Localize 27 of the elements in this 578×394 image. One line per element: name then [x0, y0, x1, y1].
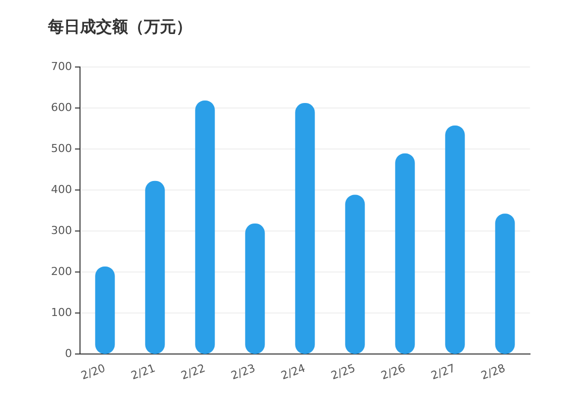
- chart-title: 每日成交额（万元）: [47, 16, 192, 36]
- y-tick-label: 400: [50, 183, 72, 196]
- y-tick-label: 300: [50, 224, 72, 238]
- x-tick-label: 2/20: [79, 362, 108, 382]
- y-tick-label: 500: [50, 142, 72, 156]
- bar: [395, 153, 415, 354]
- y-tick-label: 600: [50, 101, 72, 114]
- bar: [445, 125, 465, 354]
- bar: [195, 100, 215, 354]
- x-tick-label: 2/27: [429, 362, 458, 382]
- y-tick-label: 200: [50, 265, 72, 278]
- x-tick-label: 2/25: [329, 362, 358, 382]
- y-tick-label: 100: [50, 306, 72, 320]
- bar: [495, 214, 515, 354]
- x-tick-label: 2/22: [179, 362, 207, 382]
- bar: [345, 194, 365, 354]
- y-tick-label: 0: [64, 347, 72, 360]
- bar: [295, 102, 315, 354]
- y-tick-label: 700: [50, 60, 72, 74]
- x-tick-label: 2/24: [279, 362, 308, 382]
- bar: [245, 223, 265, 354]
- bar: [95, 266, 115, 354]
- x-tick-label: 2/21: [129, 362, 157, 382]
- x-tick-label: 2/23: [229, 362, 258, 382]
- bar: [145, 180, 165, 354]
- x-tick-label: 2/26: [379, 362, 408, 382]
- x-tick-label: 2/28: [479, 362, 508, 382]
